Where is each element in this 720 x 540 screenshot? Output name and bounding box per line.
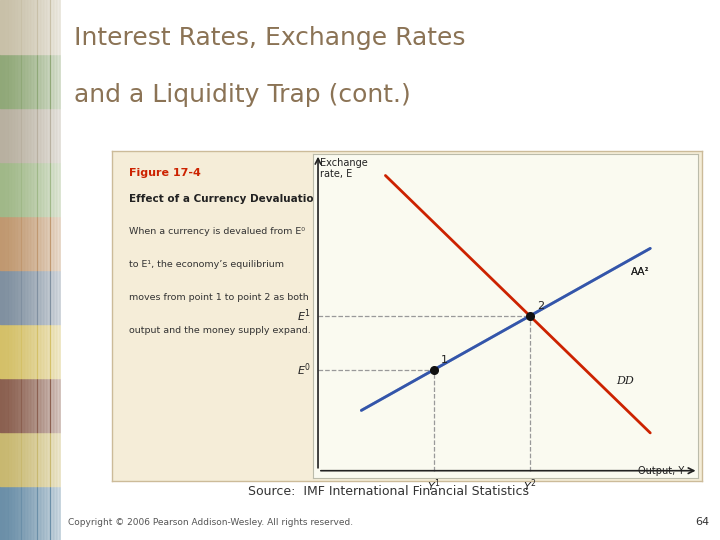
Text: 2: 2 [537, 301, 544, 310]
Text: DD: DD [616, 376, 634, 386]
Text: 1: 1 [441, 355, 448, 365]
Bar [0, 432, 61, 486]
Bar [0, 324, 61, 378]
Bar [0, 108, 61, 162]
Bar [0, 54, 61, 108]
Bar [0, 162, 61, 216]
Text: Effect of a Currency Devaluation: Effect of a Currency Devaluation [130, 194, 321, 204]
Text: output and the money supply expand.: output and the money supply expand. [130, 326, 311, 335]
Bar [0, 216, 61, 270]
Text: moves from point 1 to point 2 as both: moves from point 1 to point 2 as both [130, 293, 309, 302]
Text: $Y^1$: $Y^1$ [427, 478, 441, 495]
Text: Source:  IMF International Financial Statistics: Source: IMF International Financial Stat… [248, 485, 529, 498]
Text: AA¹: AA¹ [631, 267, 649, 278]
Text: and a Liquidity Trap (cont.): and a Liquidity Trap (cont.) [74, 83, 411, 106]
Bar [0, 270, 61, 324]
Bar [0, 486, 61, 540]
Text: 64: 64 [696, 517, 710, 528]
Text: Interest Rates, Exchange Rates: Interest Rates, Exchange Rates [74, 26, 466, 50]
Bar [0, 0, 61, 54]
Text: Output, Y: Output, Y [638, 466, 684, 476]
Text: to E¹, the economy’s equilibrium: to E¹, the economy’s equilibrium [130, 260, 284, 269]
Text: Exchange
rate, E: Exchange rate, E [320, 158, 368, 179]
Text: AA²: AA² [631, 267, 649, 278]
Text: Figure 17-4: Figure 17-4 [130, 167, 201, 178]
Text: $Y^2$: $Y^2$ [523, 478, 536, 495]
Bar [0, 378, 61, 432]
Text: When a currency is devalued from E⁰: When a currency is devalued from E⁰ [130, 227, 305, 236]
Text: $E^1$: $E^1$ [297, 308, 311, 324]
Text: $E^0$: $E^0$ [297, 362, 311, 378]
Text: Copyright © 2006 Pearson Addison-Wesley. All rights reserved.: Copyright © 2006 Pearson Addison-Wesley.… [68, 518, 353, 527]
